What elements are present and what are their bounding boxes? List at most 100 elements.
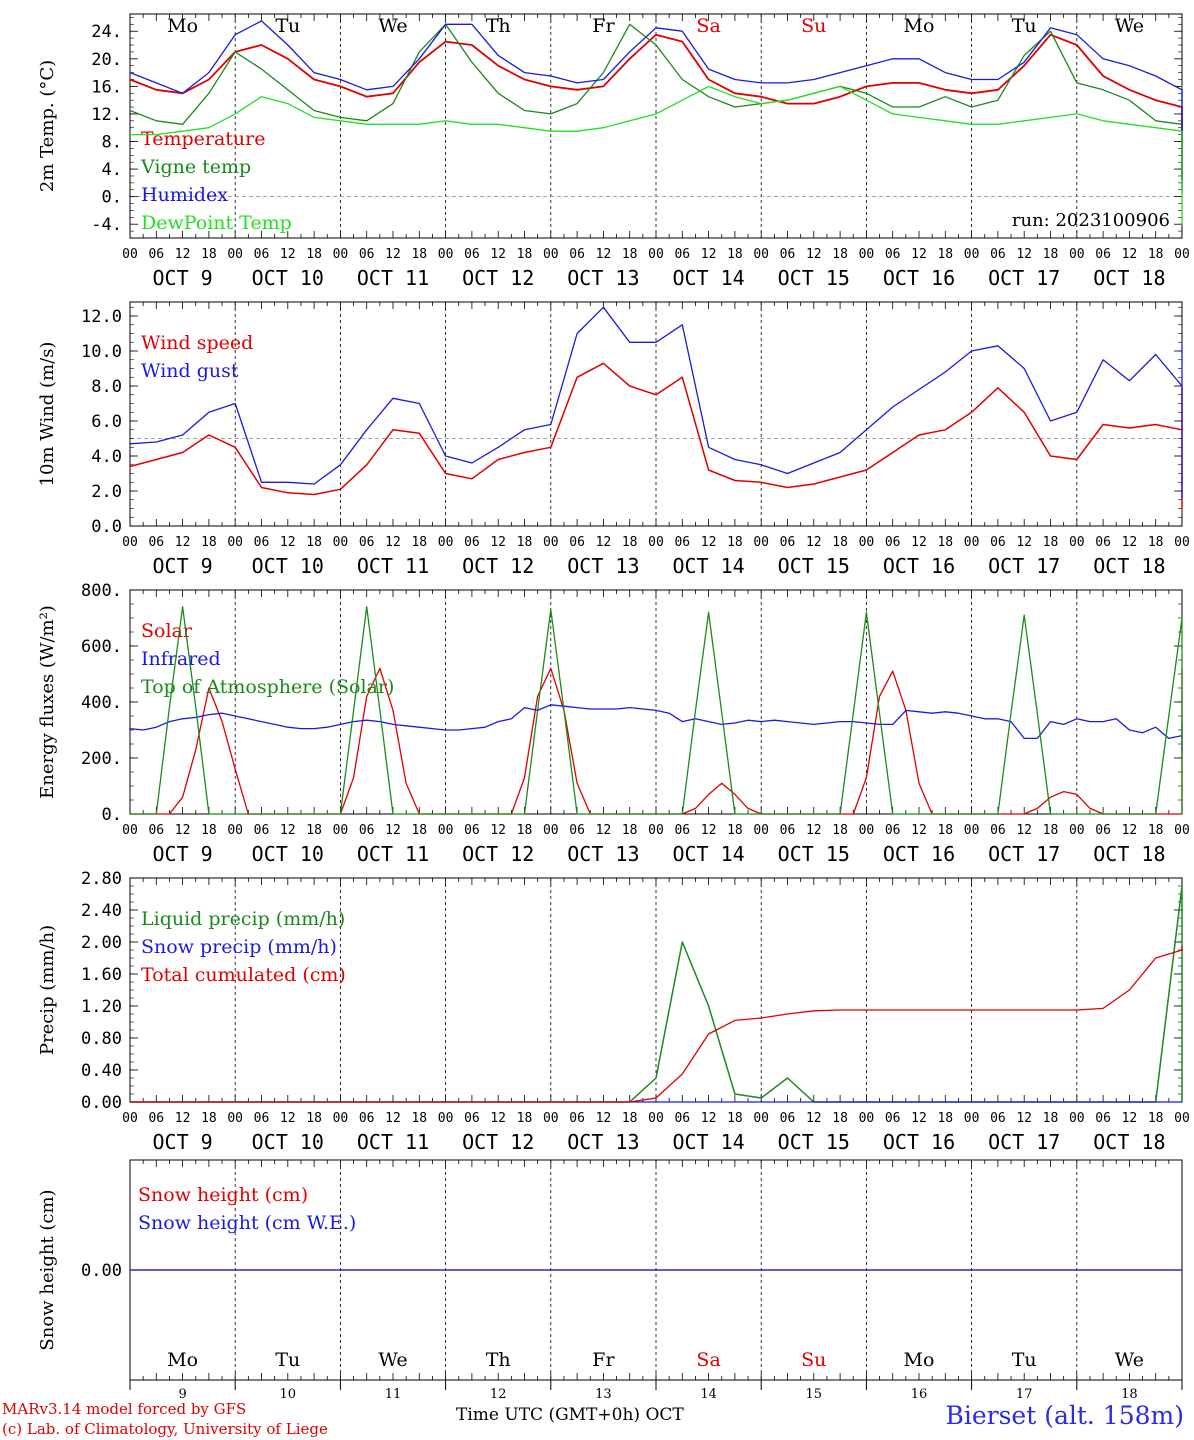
hour-label: 06	[885, 535, 901, 550]
y-tick-label: 800.	[81, 581, 122, 601]
y-tick-label: 0.40	[81, 1061, 122, 1081]
date-label: OCT 10	[252, 554, 324, 578]
hour-label: 00	[122, 1111, 138, 1126]
day-number: 18	[1121, 1387, 1138, 1402]
day-number: 13	[595, 1387, 612, 1402]
y-tick-label: 2.0	[91, 482, 122, 502]
hour-label: 00	[438, 247, 454, 262]
hour-label: 00	[333, 823, 349, 838]
weekday-label: We	[1115, 1349, 1144, 1371]
date-label: OCT 14	[672, 1130, 744, 1154]
hour-label: 18	[727, 823, 743, 838]
month-label: OCT	[645, 1405, 684, 1425]
hour-label: 06	[1095, 247, 1111, 262]
hour-label: 00	[964, 823, 980, 838]
hour-label: 06	[674, 535, 690, 550]
date-label: OCT 18	[1093, 266, 1165, 290]
date-label: OCT 17	[988, 554, 1060, 578]
weekday-label: Th	[486, 1349, 511, 1371]
hour-label: 06	[780, 823, 796, 838]
legend-label: Temperature	[141, 128, 265, 150]
date-label: OCT 17	[988, 1130, 1060, 1154]
hour-label: 12	[701, 535, 717, 550]
legend-label: Liquid precip (mm/h)	[141, 908, 345, 930]
weekday-label: Th	[486, 15, 511, 37]
legend-label: Top of Atmosphere (Solar)	[141, 676, 394, 698]
hour-label: 12	[701, 1111, 717, 1126]
legend-label: Snow height (cm W.E.)	[138, 1212, 356, 1234]
hour-label: 06	[254, 1111, 270, 1126]
date-label: OCT 12	[462, 266, 534, 290]
hour-label: 12	[175, 1111, 191, 1126]
hour-label: 12	[280, 1111, 296, 1126]
y-tick-label: 0.00	[81, 1261, 122, 1281]
hour-label: 18	[517, 247, 533, 262]
hour-label: 06	[148, 823, 164, 838]
hour-label: 00	[1174, 247, 1190, 262]
panel-frame	[129, 13, 1183, 239]
hour-label: 18	[727, 535, 743, 550]
hour-label: 00	[1069, 247, 1085, 262]
hour-label: 06	[464, 823, 480, 838]
hour-label: 12	[911, 535, 927, 550]
hour-label: 12	[1122, 535, 1138, 550]
weekday-label: Tu	[275, 1349, 300, 1371]
hour-label: 18	[1043, 823, 1059, 838]
hour-label: 12	[490, 535, 506, 550]
date-label: OCT 11	[357, 266, 429, 290]
hour-label: 12	[806, 247, 822, 262]
hour-label: 06	[1095, 823, 1111, 838]
hour-label: 00	[859, 823, 875, 838]
time-axis-text: Time UTC (GMT+0h)	[456, 1405, 641, 1425]
hour-label: 12	[1016, 823, 1032, 838]
legend-label: DewPoint Temp	[141, 212, 292, 234]
hour-label: 06	[464, 1111, 480, 1126]
hour-label: 06	[569, 535, 585, 550]
hour-label: 00	[543, 535, 559, 550]
hour-label: 06	[990, 1111, 1006, 1126]
hour-label: 12	[596, 247, 612, 262]
hour-label: 12	[490, 823, 506, 838]
y-tick-label: 8.0	[91, 377, 122, 397]
date-label: OCT 10	[252, 842, 324, 866]
weekday-label: Sa	[696, 15, 720, 37]
panel-4: 0.00 0.40 0.80 1.20 1.60 2.00 2.40 2.80 Precip (…	[37, 869, 1190, 1154]
date-label: OCT 13	[567, 554, 639, 578]
hour-label: 06	[569, 1111, 585, 1126]
y-tick-label: 2.80	[81, 869, 122, 889]
hour-label: 00	[1069, 823, 1085, 838]
hour-label: 18	[201, 1111, 217, 1126]
hour-label: 18	[1043, 535, 1059, 550]
y-tick-label: 20.	[91, 50, 122, 70]
date-label: OCT 11	[357, 554, 429, 578]
hour-label: 18	[411, 247, 427, 262]
hour-label: 00	[648, 1111, 664, 1126]
weekday-label: Fr	[592, 1349, 615, 1371]
hour-label: 00	[964, 247, 980, 262]
hour-label: 00	[227, 535, 243, 550]
legend-label: Wind gust	[141, 360, 239, 382]
hour-label: 12	[596, 535, 612, 550]
y-axis-title: 2m Temp. (°C)	[37, 60, 58, 192]
hour-label: 00	[122, 823, 138, 838]
hour-label: 00	[227, 247, 243, 262]
series-line	[130, 606, 1183, 815]
date-label: OCT 16	[883, 554, 955, 578]
weekday-label: Mo	[167, 15, 198, 37]
hour-label: 06	[359, 1111, 375, 1126]
y-tick-label: 2.00	[81, 933, 122, 953]
hour-label: 18	[517, 1111, 533, 1126]
hour-label: 00	[333, 247, 349, 262]
date-label: OCT 16	[883, 842, 955, 866]
hour-label: 00	[333, 1111, 349, 1126]
hour-label: 06	[990, 247, 1006, 262]
hour-label: 00	[648, 535, 664, 550]
hour-label: 06	[254, 247, 270, 262]
hour-label: 06	[1095, 535, 1111, 550]
date-label: OCT 15	[778, 266, 850, 290]
hour-label: 12	[385, 535, 401, 550]
y-tick-label: 0.00	[81, 1093, 122, 1113]
hour-label: 12	[1016, 535, 1032, 550]
hour-label: 12	[596, 823, 612, 838]
